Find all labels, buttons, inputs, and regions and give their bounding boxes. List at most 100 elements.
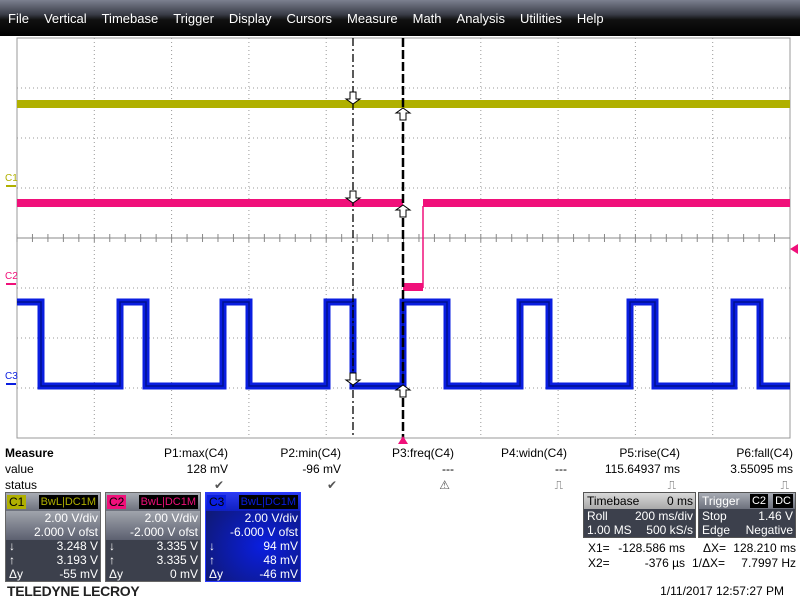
channel-c3-box[interactable]: C3 BwL|DC1M 2.00 V/div -6.000 V ofst ↓ 9… [205,492,301,582]
teledyne-lecroy-logo: TELEDYNE LECROY [7,583,140,599]
param-value: 115.64937 ms [604,462,680,476]
channel-label-c2: C2 [5,271,18,282]
volts-per-div: 2.00 V/div [44,511,98,525]
menu-bar: File Vertical Timebase Trigger Display Cursor… [0,0,800,36]
status-check-icon: ✔ [213,478,224,492]
channel-tag: C1 [7,495,27,509]
trigger-box[interactable]: Trigger C2 DC Stop 1.46 V Edge Negative [698,492,796,538]
menu-file[interactable]: File [8,10,29,26]
volts-per-div: 2.00 V/div [244,511,298,525]
waveform-grid[interactable]: C1 C2 C3 [0,36,800,446]
menu-analysis[interactable]: Analysis [456,10,505,26]
menu-vertical[interactable]: Vertical [43,10,87,26]
cursor-2-value: 3.193 V [56,553,98,567]
channel-c2-box[interactable]: C2 BwL|DC1M 2.00 V/div -2.000 V ofst ↓ 3… [105,492,201,582]
channel-label-c3: C3 [5,371,18,382]
cursor-down-arrow-icon [344,190,362,204]
status-pulse-icon: ⎍ [554,478,563,492]
param-name[interactable]: P1:max(C4) [163,446,228,460]
status-row-label: status [5,478,38,492]
trace-c2 [17,199,403,207]
trigger-mode: Stop [702,509,727,523]
status-pulse-icon: ⎍ [667,478,676,492]
coupling: DC1M [264,496,296,508]
bandwidth-limit: BwL [240,496,262,508]
cursor-down-arrow-icon [344,91,362,105]
value-row-label: value [5,462,34,476]
param-name[interactable]: P4:widn(C4) [500,446,567,460]
coupling: DC1M [164,496,196,508]
cursor-up-symbol: ↑ [209,553,215,567]
bandwidth-limit: BwL [40,496,62,508]
bandwidth-limit: BwL [140,496,162,508]
trigger-type: Edge [702,523,731,537]
trigger-level: 1.46 V [758,509,793,523]
cursor-up-arrow-icon [394,384,412,398]
offset-marker-c1 [6,185,16,187]
cursor-down-symbol: ↓ [109,539,115,553]
cursor-up-arrow-icon [394,204,412,218]
trace-c2 [423,199,790,207]
status-pulse-icon: ⎍ [780,478,789,492]
timebase-samples: 1.00 MS [587,523,632,537]
trace-c2 [403,283,423,291]
menu-cursors[interactable]: Cursors [286,10,333,26]
delta-y-value: 0 mV [169,567,198,581]
trigger-slope: Negative [745,523,793,537]
channel-c1-box[interactable]: C1 BwL|DC1M 2.00 V/div 2.000 V ofst ↓ 3.… [5,492,101,582]
cursor-1-value: 3.335 V [156,539,198,553]
param-value: --- [555,462,567,476]
param-value: 128 mV [186,462,228,476]
trigger-level-marker-icon [790,244,798,254]
dx-label: ΔX= [703,541,727,555]
channel-tag: C3 [207,495,227,509]
param-name[interactable]: P3:freq(C4) [391,446,454,460]
coupling: DC1M [64,496,96,508]
cursor-1-value: 94 mV [263,539,298,553]
delta-y-value: -55 mV [59,567,98,581]
param-name[interactable]: P6:fall(C4) [736,446,793,460]
x2-value: -376 µs [644,556,685,570]
menu-trigger[interactable]: Trigger [173,10,214,26]
menu-measure[interactable]: Measure [347,10,398,26]
trigger-title: Trigger [702,494,740,508]
delta-y-symbol: Δy [209,567,224,581]
inv-dx-value: 7.7997 Hz [741,556,796,570]
cursor-down-arrow-icon [344,372,362,386]
delta-y-symbol: Δy [109,567,124,581]
offset-marker-c3 [6,383,16,385]
timebase-box[interactable]: Timebase 0 ms Roll 200 ms/div 1.00 MS 500… [583,492,696,538]
cursor-down-symbol: ↓ [9,539,15,553]
cursor-up-arrow-icon [394,107,412,121]
cursor-2-value: 48 mV [263,553,298,567]
menu-display[interactable]: Display [228,10,272,26]
timebase-mode: Roll [587,509,608,523]
date-time: 1/11/2017 12:57:27 PM [660,584,784,598]
menu-timebase[interactable]: Timebase [101,10,159,26]
trigger-coupling: DC [773,494,793,508]
volts-per-div: 2.00 V/div [144,511,198,525]
param-name[interactable]: P2:min(C4) [280,446,341,460]
param-value: --- [442,462,454,476]
cursor-2-value: 3.335 V [156,553,198,567]
cursor-up-symbol: ↑ [109,553,115,567]
offset: -2.000 V ofst [129,525,198,539]
param-name[interactable]: P5:rise(C4) [619,446,680,460]
param-value: 3.55095 ms [730,462,793,476]
trigger-source: C2 [749,494,768,508]
delta-y-value: -46 mV [259,567,298,581]
cursor-up-symbol: ↑ [9,553,15,567]
offset: -6.000 V ofst [229,525,298,539]
menu-utilities[interactable]: Utilities [519,10,562,26]
menu-math[interactable]: Math [412,10,442,26]
x1-label: X1= [588,541,610,555]
menu-help[interactable]: Help [576,10,604,26]
delta-y-symbol: Δy [9,567,24,581]
timebase-tdiv: 200 ms/div [634,509,693,523]
x1-value: -128.586 ms [618,541,685,555]
offset-marker-c2 [6,283,16,285]
timebase-rate: 500 kS/s [646,523,693,537]
status-check-icon: ✔ [326,478,337,492]
status-warning-icon: ⚠ [439,478,450,492]
cursor-down-symbol: ↓ [209,539,215,553]
